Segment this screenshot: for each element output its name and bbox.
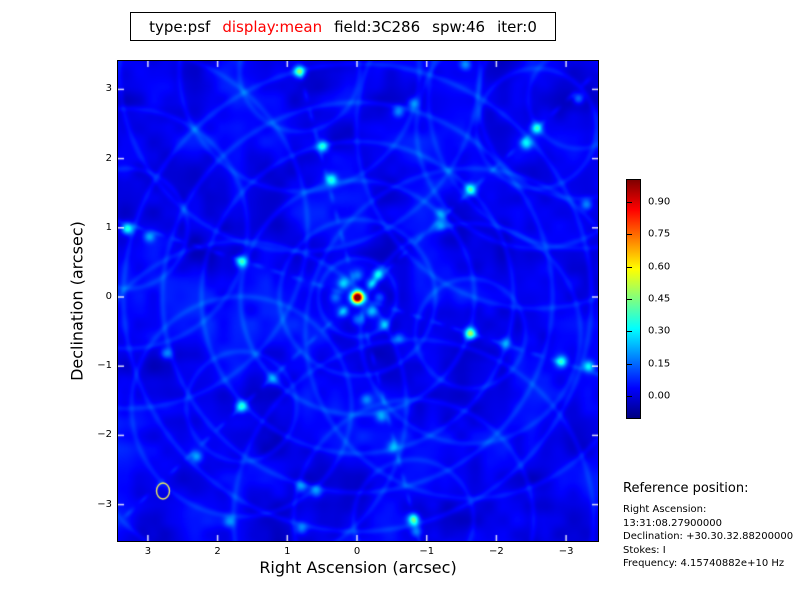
colorbar-tickmark — [627, 299, 632, 300]
reference-frequency: Frequency: 4.15740882e+10 Hz — [623, 558, 785, 569]
reference-position-block: Reference position: Right Ascension: 13:… — [623, 481, 800, 571]
x-tick-label: 3 — [144, 546, 152, 557]
x-tick-label: 0 — [353, 546, 361, 557]
x-tick-label: −1 — [419, 546, 435, 557]
x-tick-label: −2 — [489, 546, 504, 557]
colorbar-tickmark — [627, 201, 632, 203]
title-box: type:psf display:mean field:3C286 spw:46… — [130, 12, 556, 41]
y-tick-label: −3 — [97, 498, 112, 510]
x-tick-label: −3 — [558, 546, 574, 557]
colorbar-tickmark — [627, 266, 632, 268]
colorbar-tickmark — [627, 234, 632, 236]
title-part-display: display:mean — [222, 17, 323, 36]
y-tick-label: 2 — [105, 152, 112, 164]
colorbar-tick-label: 0.00 — [648, 390, 671, 402]
y-tick-label: 1 — [105, 221, 112, 233]
reference-heading: Reference position: — [623, 481, 749, 496]
colorbar-tickmark — [627, 396, 632, 398]
x-tick-label: 1 — [284, 546, 291, 557]
colorbar-tickmark — [627, 363, 632, 365]
title-part-type: type:psf — [149, 17, 211, 36]
title-part-field: field:3C286 — [334, 17, 421, 36]
colorbar-tick-label: 0.60 — [648, 261, 671, 273]
reference-dec: Declination: +30.30.32.88200000 — [623, 531, 794, 542]
psf-image[interactable] — [118, 61, 598, 541]
y-tick-label: 0 — [105, 291, 112, 302]
title-part-iter: iter:0 — [497, 17, 537, 36]
colorbar-tick-label: 0.90 — [648, 196, 671, 208]
x-tick-label: 2 — [214, 546, 221, 557]
reference-ra: Right Ascension: 13:31:08.27900000 — [623, 504, 722, 529]
title-part-spw: spw:46 — [432, 17, 486, 36]
y-tick-label: 3 — [105, 83, 112, 95]
colorbar-tickmark — [627, 331, 632, 333]
y-tick-label: −2 — [97, 429, 112, 441]
y-tick-label: −1 — [97, 360, 112, 372]
x-axis-label: Right Ascension (arcsec) — [259, 558, 457, 577]
colorbar-tick-label: 0.75 — [648, 228, 671, 240]
colorbar-tick-label: 0.45 — [648, 293, 671, 305]
colorbar-tick-label: 0.15 — [648, 358, 671, 370]
colorbar-tick-label: 0.30 — [648, 325, 671, 337]
colorbar — [626, 179, 641, 419]
plot-frame — [117, 60, 599, 542]
reference-stokes: Stokes: I — [623, 544, 666, 556]
